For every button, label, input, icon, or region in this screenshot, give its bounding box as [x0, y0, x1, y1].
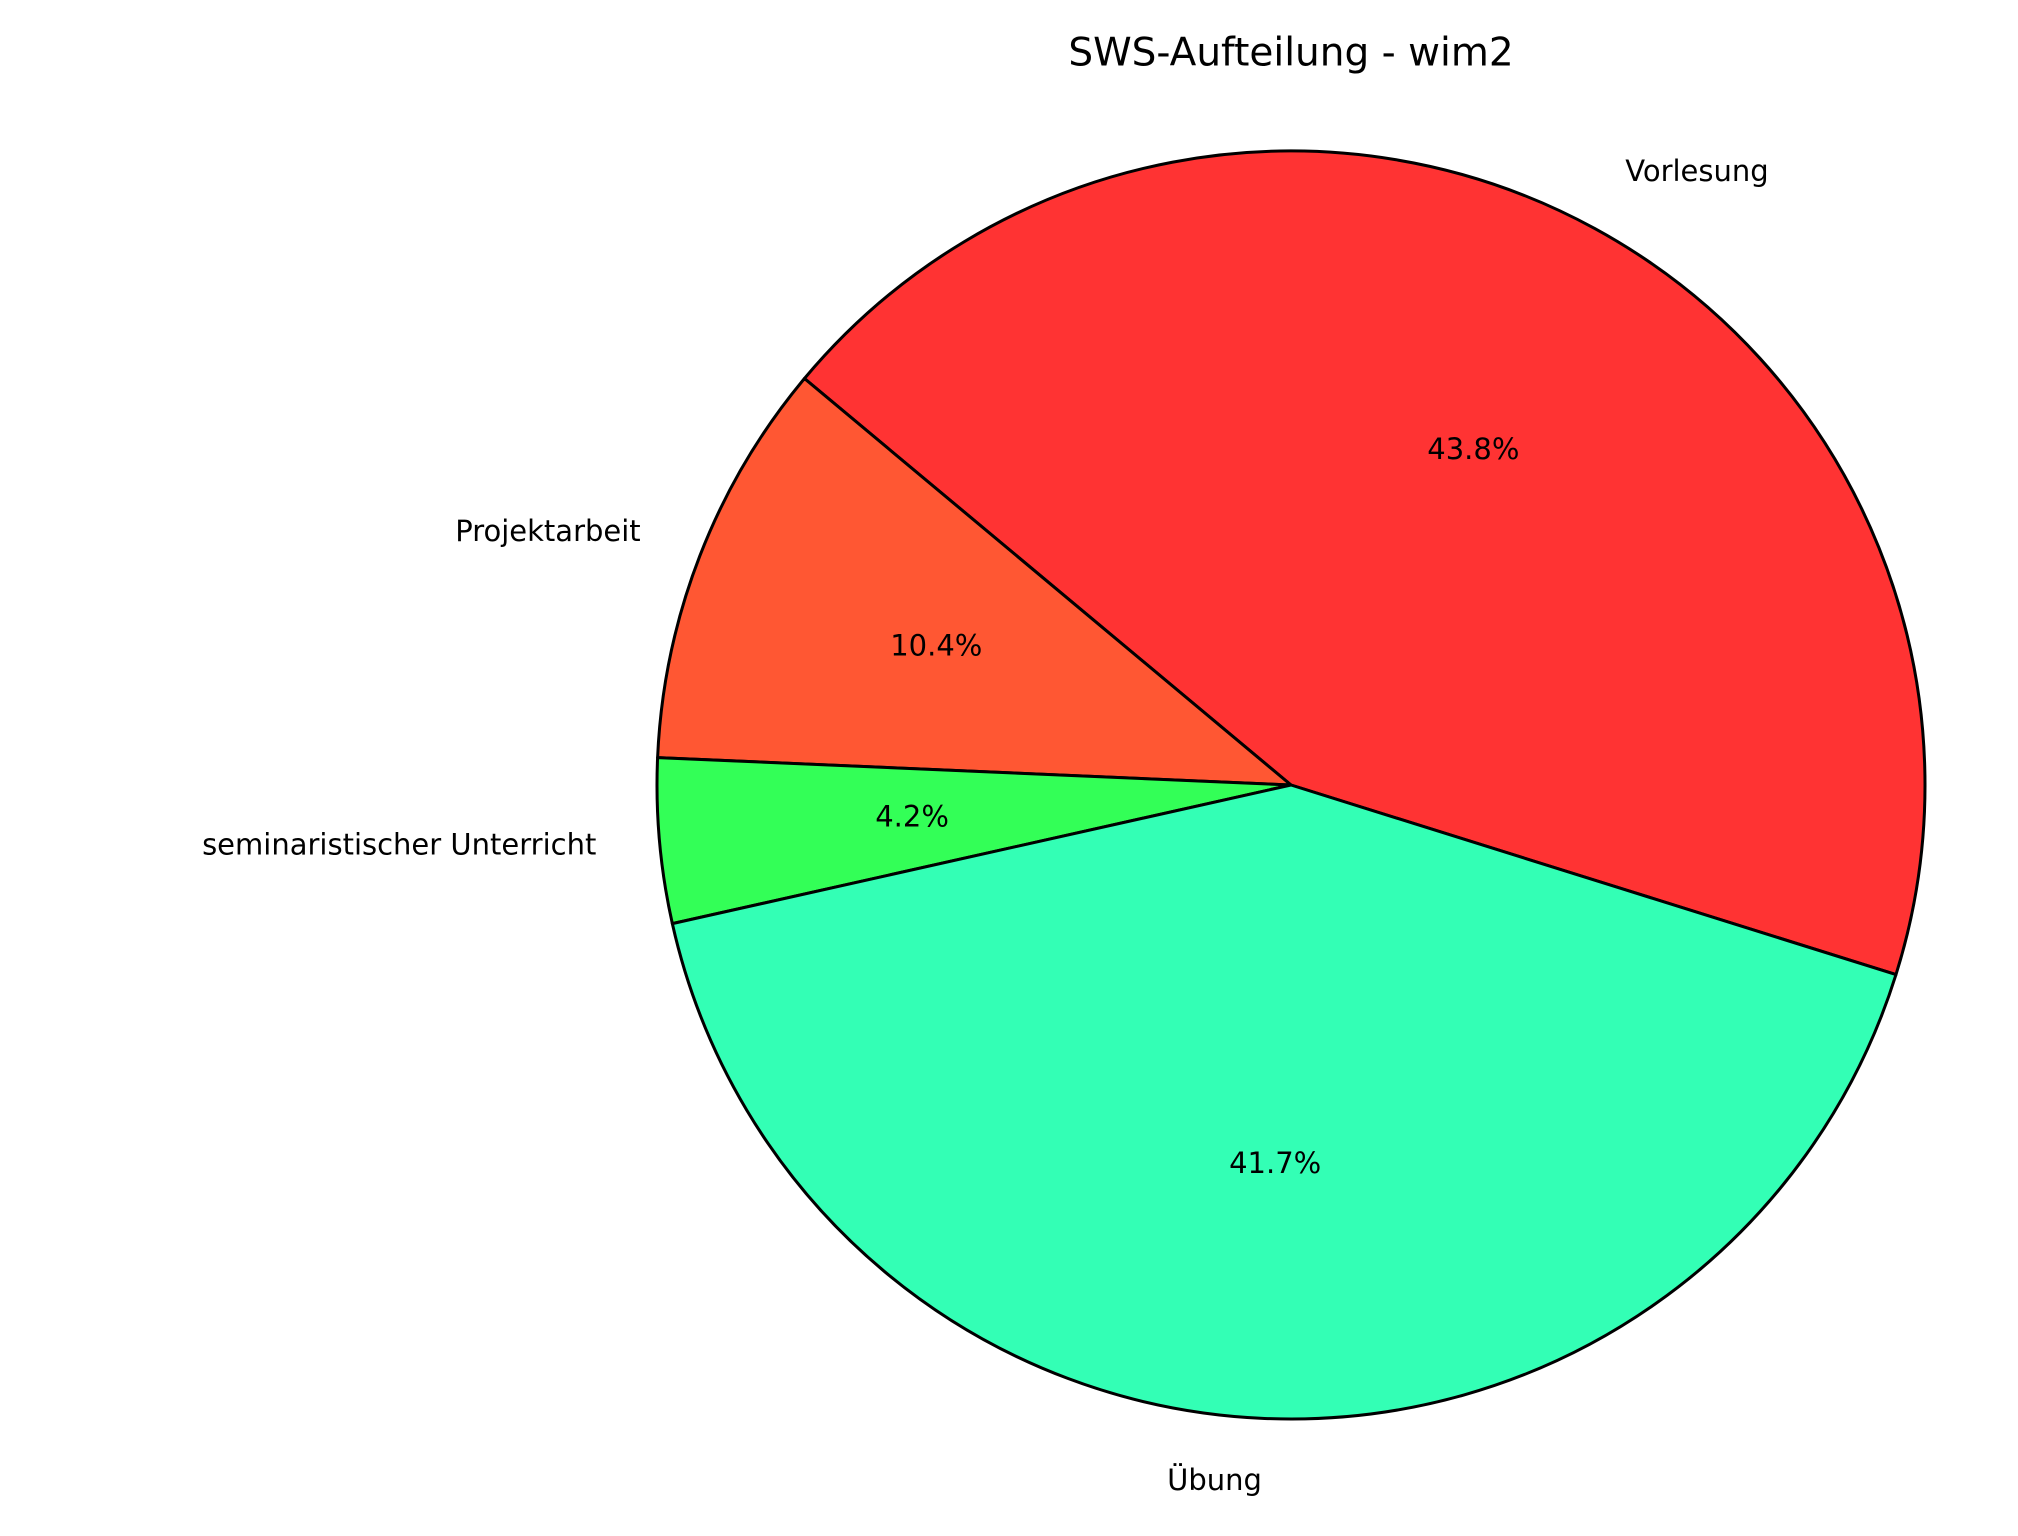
pie-slice — [802, 149, 1927, 977]
slice-label: Vorlesung — [1625, 154, 1768, 188]
value-label: 43.8% — [1427, 432, 1519, 466]
pie-slice — [670, 783, 1898, 1421]
slice-label: Übung — [1167, 1463, 1262, 1497]
slice-label: Projektarbeit — [455, 514, 640, 548]
value-label: 41.7% — [1229, 1146, 1321, 1180]
value-label: 4.2% — [875, 800, 949, 834]
slice-label: seminaristischer Unterricht — [202, 828, 596, 862]
chart-title: SWS-Aufteilung - wim2 — [1068, 31, 1513, 76]
value-label: 10.4% — [890, 629, 982, 663]
pie-slice — [656, 377, 1293, 787]
